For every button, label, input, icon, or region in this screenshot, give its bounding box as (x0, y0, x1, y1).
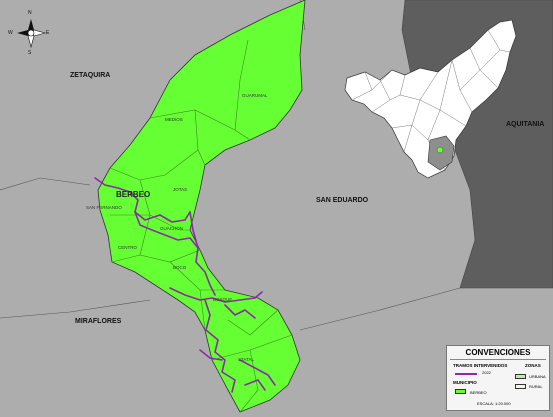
label-vereda: CENTRO (118, 245, 137, 250)
compass-n: N (28, 10, 32, 16)
vereda-boundaries (109, 39, 293, 413)
legend-municipio-swatch (455, 389, 466, 394)
label-aquitania: AQUITANIA (506, 121, 545, 128)
legend-rural-swatch (515, 384, 526, 389)
label-vereda: BOSQUE (213, 297, 233, 302)
compass-rose-graphic (17, 19, 47, 49)
label-miraflores: MIRAFLORES (75, 318, 122, 325)
label-vereda: GUARUMAL (242, 93, 268, 98)
label-vereda: GUACHON (160, 226, 184, 231)
legend-tramos-year: 2022 (482, 370, 491, 375)
boundary-line-1 (0, 177, 91, 191)
legend-divider (450, 359, 546, 360)
compass-rose: N S E W (8, 10, 50, 58)
road-sections (94, 177, 276, 393)
label-zetaquira: ZETAQUIRA (70, 72, 111, 79)
inset-boyaca-map (344, 19, 517, 179)
compass-w: W (8, 30, 13, 36)
inset-berbeo-location (436, 146, 444, 154)
label-vereda: STATAL (238, 357, 255, 362)
compass-s: S (28, 50, 32, 56)
legend-tramos-title: TRAMOS INTERVENIDOS (453, 363, 508, 368)
compass-e: E (46, 30, 50, 36)
legend-road-swatch (455, 373, 477, 375)
legend-zonas-title: ZONAS (525, 363, 541, 368)
label-vereda: SAN FERNANDO (86, 205, 122, 210)
legend-municipio-title: MUNICIPIO (453, 380, 477, 385)
municipality-berbeo (97, 0, 306, 413)
legend-urban-swatch (515, 374, 526, 379)
label-town-berbeo: BERBEO (116, 190, 151, 199)
boundary-line-3 (299, 287, 461, 331)
label-vereda: MEDIOS (165, 117, 183, 122)
legend-zona-rural: RURAL (529, 384, 543, 389)
legend-box: CONVENCIONES TRAMOS INTERVENIDOS 2022 ZO… (446, 345, 550, 411)
label-san-eduardo: SAN EDUARDO (316, 197, 369, 204)
legend-zona-urbana: URBANA (529, 374, 546, 379)
boundary-line-2 (0, 299, 151, 319)
legend-title: CONVENCIONES (465, 348, 531, 357)
label-vereda: BOCO (173, 265, 187, 270)
label-vereda: JOTAS (173, 187, 188, 192)
legend-scale: ESCALA: 1:20.000 (477, 401, 511, 406)
legend-municipio-item: BERBEO (470, 390, 487, 395)
